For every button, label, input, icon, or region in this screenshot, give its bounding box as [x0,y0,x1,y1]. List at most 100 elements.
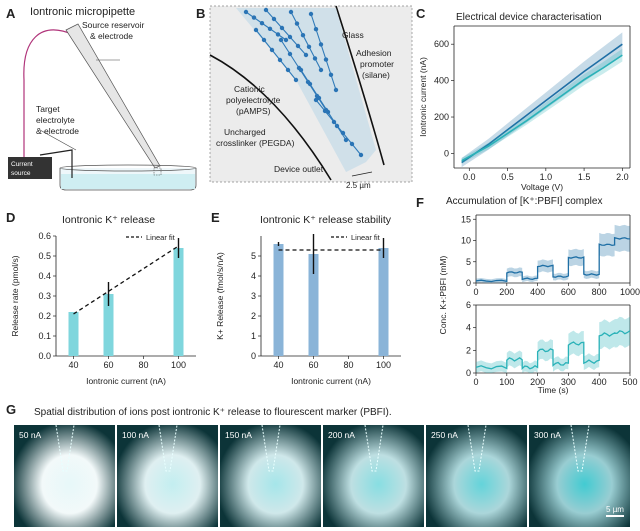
fluorescence-tile: 300 nA 5 µm [529,425,630,527]
source-label-1: Source reservoir [82,20,145,30]
x-tick-label: 0.5 [501,172,514,182]
charge-site [328,72,334,78]
y-tick-label: 6 [466,300,471,310]
bar [103,294,114,356]
charge-site [318,42,324,47]
chart-title: Electrical device characterisation [456,12,602,23]
x-axis-label: Iontronic current (nA) [86,376,166,386]
charge-site [267,26,273,31]
x-axis-label: Iontronic current (nA) [291,376,371,386]
charge-site [287,34,293,40]
y-tick-label: 0.1 [38,331,51,341]
legend-label: Linear fit [146,233,176,242]
pipette-tip-outline [55,425,74,472]
chart-title: Accumulation of [K⁺:PBFI] complex [446,196,603,207]
x-tick-label: 600 [561,287,576,297]
charge-site [312,56,318,61]
y-tick-label: 0.4 [38,271,51,281]
charge-site [333,87,339,93]
x-tick-label: 1.0 [540,172,553,182]
x-tick-label: 80 [343,360,353,370]
charge-site [271,16,277,22]
target-label-3: & electrode [36,126,79,136]
y-tick-label: 2 [251,311,256,321]
tile-current-label: 150 nA [225,430,252,440]
charge-site [253,27,259,33]
x-tick-label: 60 [103,360,113,370]
y-tick-label: 0.6 [38,231,51,241]
charge-site [322,108,328,114]
x-tick-label: 400 [592,377,607,387]
scale-label: 2.5 µm [346,181,371,190]
series-line [461,54,623,162]
y-axis-label: Conc. K+:PBFI (mM) [438,256,448,335]
adhesion-label-2: promoter [360,59,394,69]
panel-letter: E [211,210,220,225]
chart-title: Iontronic K⁺ release [62,214,156,226]
target-label-2: electrolyte [36,115,75,125]
charge-site [259,21,265,26]
charge-site [285,67,291,73]
y-tick-label: 0 [466,278,471,288]
y-tick-label: 200 [434,112,449,122]
charge-site [275,32,281,37]
x-tick-label: 300 [561,377,576,387]
chart-d: 40 60 80 100 0.0 0.1 0.2 0.3 0.4 0.5 0.6 Linear fit… [10,231,196,386]
y-tick-label: 4 [251,271,256,281]
cationic-label-2: polyelectrolyte [226,95,281,105]
cationic-label-3: (pAMPS) [236,106,271,116]
trace-line [475,330,631,370]
charge-site [323,57,329,62]
fluorescence-tile: 50 nA [14,425,115,527]
charge-site [269,47,275,53]
x-axis-label: Time (s) [538,385,569,395]
target-label-1: Target [36,104,60,114]
panel-letter-g: G [6,402,17,417]
charge-site [349,141,355,147]
legend-label: Linear fit [351,233,381,242]
chart-c: 0.0 0.5 1.0 1.5 2.0 0 200 400 600 Voltage (V) Iont… [418,25,631,192]
y-tick-label: 600 [434,39,449,49]
fluorescence-tile: 150 nA [220,425,321,527]
panel-letter: F [416,195,424,210]
bar [378,248,389,356]
x-tick-label: 0.0 [463,172,476,182]
y-tick-label: 0.0 [38,351,51,361]
charge-site [298,67,304,73]
pipette-tip-outline [364,425,383,472]
trace-band [476,316,630,373]
x-tick-label: 60 [308,360,318,370]
source-label-2: & electrode [90,31,133,41]
charge-site [313,97,319,103]
x-tick-label: 200 [530,377,545,387]
tile-current-label: 300 nA [534,430,561,440]
charge-site [279,25,285,31]
polyelectrolyte-schematic: Glass Adhesion promoter (silane) Cationi… [209,5,413,190]
pipette-tip-outline [467,425,486,472]
charge-site [308,11,314,17]
y-tick-label: 0.5 [38,251,51,261]
current-source-label-1: Current [11,161,33,168]
charge-site [261,37,267,43]
x-tick-label: 400 [530,287,545,297]
charge-site [294,21,300,26]
uncharged-label-1: Uncharged [224,127,266,137]
charge-site [331,119,337,125]
glass-label: Glass [342,30,364,40]
polymer-network [243,7,364,158]
tile-current-label: 100 nA [122,430,149,440]
charge-site [293,77,299,83]
y-tick-label: 0.3 [38,291,51,301]
adhesion-label-1: Adhesion [356,48,392,58]
y-tick-label: 4 [466,323,471,333]
charge-site [251,15,257,20]
x-tick-label: 2.0 [616,172,629,182]
charge-site [288,9,294,15]
fluorescence-tile: 250 nA [426,425,527,527]
charge-site [283,37,289,43]
panel-c: C Electrical device characterisation 0.0… [416,0,640,200]
panel-a: A Iontronic micropipette Source reservoi… [0,0,200,195]
uncharged-label-2: crosslinker (PEGDA) [216,138,295,148]
y-tick-label: 10 [461,236,471,246]
y-axis-label: K+ Release (fmol/s/nA) [215,252,225,340]
